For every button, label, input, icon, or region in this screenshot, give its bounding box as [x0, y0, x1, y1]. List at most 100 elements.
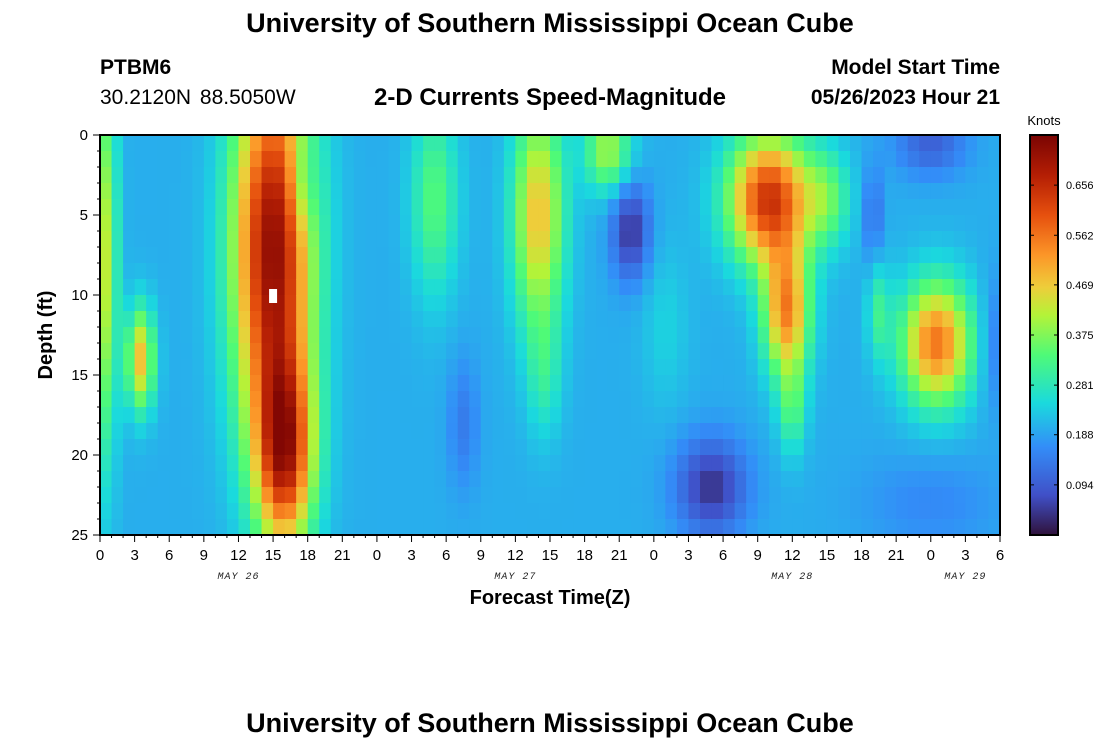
heatmap-cell	[976, 375, 990, 392]
heatmap-cell	[607, 359, 620, 376]
heatmap-cell	[284, 343, 297, 360]
heatmap-cell	[607, 167, 620, 184]
heatmap-cell	[642, 215, 655, 232]
heatmap-cell	[330, 455, 343, 472]
heatmap-cell	[930, 519, 943, 536]
heatmap-cell	[273, 471, 286, 488]
heatmap-cell	[134, 487, 147, 504]
heatmap-cell	[100, 439, 113, 456]
heatmap-cell	[538, 487, 551, 504]
heatmap-cell	[423, 247, 436, 264]
heatmap-cell	[792, 199, 805, 216]
heatmap-cell	[723, 407, 736, 424]
heatmap-cell	[492, 391, 505, 408]
heatmap-cell	[803, 391, 816, 408]
heatmap-cell	[953, 519, 966, 536]
heatmap-cell	[157, 199, 170, 216]
heatmap-cell	[676, 199, 690, 216]
y-tick-label: 0	[80, 127, 88, 144]
heatmap-cell	[700, 359, 713, 376]
heatmap-cell	[123, 455, 136, 472]
heatmap-cell	[296, 519, 309, 536]
heatmap-cell	[769, 519, 782, 536]
heatmap-cell	[376, 487, 390, 504]
heatmap-cell	[215, 471, 228, 488]
heatmap-cell	[988, 263, 1001, 280]
heatmap-cell	[700, 279, 713, 296]
heatmap-cell	[630, 471, 643, 488]
heatmap-cell	[815, 231, 828, 248]
heatmap-cell	[238, 151, 251, 168]
heatmap-cell	[873, 471, 886, 488]
heatmap-cell	[492, 375, 505, 392]
heatmap-cell	[457, 199, 470, 216]
heatmap-cell	[873, 455, 886, 472]
heatmap-cell	[907, 407, 920, 424]
heatmap-cell	[111, 503, 124, 520]
heatmap-cell	[700, 295, 713, 312]
heatmap-cell	[676, 295, 690, 312]
heatmap-cell	[434, 519, 447, 536]
heatmap-cell	[700, 503, 713, 520]
heatmap-cell	[561, 311, 574, 328]
heatmap-cell	[757, 455, 770, 472]
heatmap-cell	[411, 359, 424, 376]
heatmap-cell	[284, 439, 297, 456]
heatmap-cell	[861, 375, 874, 392]
heatmap-cell	[526, 279, 540, 296]
heatmap-cell	[838, 215, 851, 232]
heatmap-cell	[480, 455, 493, 472]
heatmap-cell	[261, 151, 274, 168]
heatmap-cell	[376, 439, 390, 456]
heatmap-cell	[792, 295, 805, 312]
heatmap-cell	[273, 263, 286, 280]
heatmap-cell	[480, 487, 493, 504]
heatmap-cell	[123, 135, 136, 152]
heatmap-cell	[238, 455, 251, 472]
heatmap-cell	[469, 487, 482, 504]
heatmap-cell	[607, 135, 620, 152]
heatmap-cell	[226, 263, 240, 280]
heatmap-cell	[446, 311, 459, 328]
heatmap-cell	[100, 487, 113, 504]
heatmap-cell	[492, 407, 505, 424]
heatmap-cell	[307, 455, 320, 472]
heatmap-cell	[850, 391, 863, 408]
heatmap-cell	[711, 151, 724, 168]
heatmap-cell	[226, 439, 240, 456]
heatmap-cell	[873, 247, 886, 264]
heatmap-cell	[515, 167, 528, 184]
heatmap-cell	[896, 215, 909, 232]
heatmap-cell	[192, 327, 205, 344]
heatmap-cell	[838, 327, 851, 344]
heatmap-cell	[976, 519, 990, 536]
heatmap-cell	[757, 311, 770, 328]
heatmap-cell	[169, 215, 182, 232]
heatmap-cell	[953, 135, 966, 152]
heatmap-cell	[457, 471, 470, 488]
heatmap-cell	[573, 471, 586, 488]
heatmap-cell	[169, 295, 182, 312]
heatmap-cell	[930, 167, 943, 184]
heatmap-cell	[238, 503, 251, 520]
heatmap-cell	[411, 375, 424, 392]
heatmap-cell	[157, 279, 170, 296]
heatmap-cell	[792, 263, 805, 280]
heatmap-cell	[146, 359, 159, 376]
heatmap-cell	[457, 295, 470, 312]
heatmap-cell	[273, 407, 286, 424]
heatmap-cell	[376, 295, 390, 312]
heatmap-cell	[330, 439, 343, 456]
heatmap-cell	[734, 199, 747, 216]
heatmap-cell	[896, 359, 909, 376]
heatmap-cell	[376, 327, 390, 344]
heatmap-cell	[157, 375, 170, 392]
heatmap-cell	[861, 327, 874, 344]
heatmap-cell	[446, 215, 459, 232]
y-tick-label: 10	[71, 287, 88, 304]
heatmap-cell	[723, 487, 736, 504]
heatmap-cell	[526, 407, 540, 424]
heatmap-cell	[688, 135, 701, 152]
heatmap-cell	[307, 263, 320, 280]
heatmap-cell	[250, 183, 263, 200]
